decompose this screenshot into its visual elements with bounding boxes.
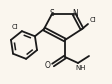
- Text: N: N: [71, 9, 77, 18]
- Text: NH: NH: [75, 65, 85, 71]
- Text: O: O: [45, 61, 51, 70]
- Text: Cl: Cl: [12, 24, 19, 30]
- Text: Cl: Cl: [89, 17, 96, 23]
- Text: S: S: [49, 9, 54, 18]
